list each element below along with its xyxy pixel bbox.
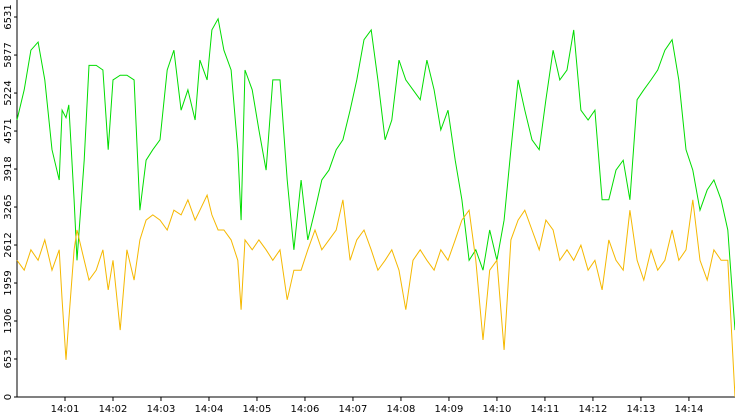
series-line [16,193,735,398]
y-tick-label: 3918 [3,156,14,181]
y-tick-label: 1959 [3,270,14,295]
y-tick-label: 3265 [3,194,14,219]
x-tick-label: 14:11 [531,404,560,415]
y-tick-label: 0 [3,394,14,400]
y-tick-label: 1306 [3,308,14,333]
y-tick-label: 5877 [3,42,14,67]
x-tick-label: 14:07 [339,404,368,415]
x-tick-label: 14:14 [675,404,704,415]
y-tick-label: 5224 [3,80,14,105]
y-tick-label: 653 [3,349,14,368]
x-tick-label: 14:03 [147,404,176,415]
x-tick-label: 14:08 [387,404,416,415]
x-tick-label: 14:10 [483,404,512,415]
x-tick-label: 14:05 [243,404,272,415]
x-tick-label: 14:02 [99,404,128,415]
y-tick-label: 2612 [3,232,14,257]
x-tick-label: 14:01 [51,404,80,415]
x-tick-label: 14:13 [627,404,656,415]
series-line [16,17,735,331]
y-tick-label: 6531 [3,4,14,29]
x-tick-label: 14:09 [435,404,464,415]
x-tick-label: 14:12 [579,404,608,415]
x-tick-label: 14:06 [291,404,320,415]
y-tick-label: 4571 [3,118,14,143]
x-tick-label: 14:04 [195,404,224,415]
